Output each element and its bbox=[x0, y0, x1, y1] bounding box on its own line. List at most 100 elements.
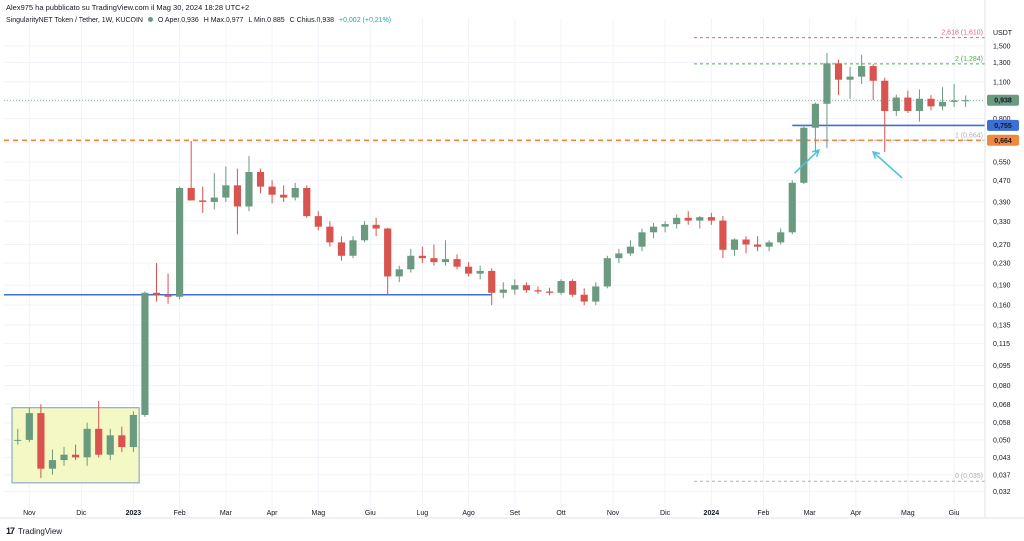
candle-up bbox=[141, 292, 149, 415]
y-tick-label: 0,470 bbox=[993, 178, 1011, 185]
arrows-layer bbox=[794, 148, 903, 179]
candle-down bbox=[118, 435, 126, 448]
x-tick-label: Ott bbox=[556, 510, 565, 517]
time-axis[interactable]: Nov Dic 2023 Feb Mar Apr Mag Giu Lug Ago Set Ott Nov… bbox=[0, 510, 1024, 519]
candle-up bbox=[222, 185, 230, 198]
fib-2618-label: 2,618 (1,610) bbox=[941, 30, 983, 37]
y-tick-label: 0,032 bbox=[993, 489, 1011, 496]
y-tick-label: 1,100 bbox=[993, 79, 1011, 86]
y-tick-label: 0,800 bbox=[993, 116, 1011, 123]
orange-level-badge bbox=[987, 134, 1019, 146]
candle-up bbox=[800, 127, 808, 183]
arrow-up-left-head bbox=[871, 150, 881, 159]
tradingview-brand-text: TradingView bbox=[18, 526, 63, 536]
change-value: +0,002 (+0,21%) bbox=[338, 17, 392, 24]
candle-down bbox=[384, 228, 392, 277]
candle-up bbox=[245, 171, 253, 207]
candle-up bbox=[349, 240, 357, 256]
candle-up bbox=[765, 242, 773, 247]
tradingview-brand[interactable]: 17 TradingView bbox=[6, 526, 62, 536]
y-tick-label: 0,080 bbox=[993, 383, 1011, 390]
candle-down bbox=[95, 428, 103, 455]
candle-down bbox=[233, 185, 241, 207]
candle-up bbox=[962, 100, 970, 102]
x-tick-label: Mar bbox=[804, 510, 817, 517]
candle-up bbox=[83, 428, 91, 458]
candle-down bbox=[719, 220, 727, 250]
x-tick-label: Apr bbox=[850, 510, 862, 517]
candle-up bbox=[360, 224, 369, 241]
y-tick-label: 0,068 bbox=[993, 402, 1011, 409]
x-tick-label: Feb bbox=[757, 510, 769, 517]
candle-down bbox=[869, 66, 877, 81]
candle-up bbox=[777, 232, 785, 243]
candle-down bbox=[256, 171, 265, 187]
x-tick-label: Giu bbox=[365, 510, 376, 517]
fib-2-label: 2 (1,284) bbox=[955, 56, 983, 63]
candle-up bbox=[649, 226, 658, 233]
candle-up bbox=[626, 246, 635, 254]
y-tick-label: 0,230 bbox=[993, 261, 1011, 268]
candle-up bbox=[291, 187, 299, 198]
candle-up bbox=[661, 224, 669, 227]
candle-up bbox=[811, 103, 819, 128]
y-tick-label: 0,050 bbox=[993, 437, 1011, 444]
candle-down bbox=[534, 290, 542, 292]
candle-up bbox=[499, 289, 507, 293]
candle-up bbox=[557, 281, 565, 293]
orange-level-badge-text: 0,664 bbox=[994, 138, 1012, 145]
candle-down bbox=[418, 255, 426, 259]
x-tick-label: Set bbox=[510, 510, 521, 517]
candle-up bbox=[950, 100, 958, 102]
candle-down bbox=[314, 216, 322, 227]
candle-down bbox=[268, 186, 276, 195]
grid-layer bbox=[4, 18, 985, 515]
x-tick-label: Nov bbox=[23, 510, 36, 517]
low-label: L bbox=[248, 17, 252, 24]
publisher-line: Alex975 ha pubblicato su TradingView.com… bbox=[6, 3, 250, 12]
candle-up bbox=[615, 253, 623, 259]
candle-up bbox=[210, 197, 218, 202]
x-tick-label: 2024 bbox=[704, 510, 720, 517]
candle-up bbox=[48, 460, 57, 469]
candles-layer bbox=[14, 53, 970, 478]
candle-up bbox=[129, 414, 137, 448]
x-tick-label: Apr bbox=[267, 510, 279, 517]
price-axis[interactable]: 0,032 0,037 0,043 0,050 0,058 0,068 0,080 0,095… bbox=[984, 0, 1019, 518]
y-tick-label: 1,300 bbox=[993, 60, 1011, 67]
close-value: Chius.0,938 bbox=[296, 17, 335, 24]
blue-level-badge bbox=[987, 119, 1019, 131]
x-tick-label: Ago bbox=[462, 510, 475, 517]
last-price-badge bbox=[987, 94, 1019, 106]
candle-down bbox=[707, 217, 715, 221]
chart-legend: SingularityNET Token / Tether, 1W, KUCOI… bbox=[6, 17, 391, 24]
candle-down bbox=[430, 258, 438, 263]
x-tick-label: Nov bbox=[607, 510, 620, 517]
candle-up bbox=[938, 101, 947, 107]
arrow-up-right bbox=[794, 149, 820, 174]
y-tick-label: 0,330 bbox=[993, 219, 1011, 226]
candle-down bbox=[545, 291, 554, 293]
arrow-up-right-head bbox=[811, 148, 821, 158]
candle-up bbox=[25, 413, 33, 440]
candle-down bbox=[465, 266, 473, 274]
candle-down bbox=[71, 454, 80, 458]
y-currency-label: USDT bbox=[993, 30, 1013, 37]
x-tick-label: Dic bbox=[76, 510, 87, 517]
candle-up bbox=[673, 217, 681, 225]
blue-level-badge-text: 0,755 bbox=[994, 123, 1012, 130]
candle-down bbox=[152, 292, 161, 295]
candle-down bbox=[742, 239, 750, 245]
tradingview-logo-icon: 17 bbox=[6, 526, 15, 536]
high-value: Max.0,977 bbox=[210, 17, 244, 24]
y-tick-label: 0,160 bbox=[993, 303, 1011, 310]
candle-down bbox=[569, 281, 577, 295]
y-tick-label: 0,190 bbox=[993, 283, 1011, 290]
candle-up bbox=[788, 182, 796, 233]
candle-down bbox=[488, 270, 496, 293]
candle-down bbox=[372, 224, 380, 229]
candle-down bbox=[834, 63, 843, 80]
candle-up bbox=[60, 454, 68, 461]
candle-up bbox=[395, 269, 403, 277]
